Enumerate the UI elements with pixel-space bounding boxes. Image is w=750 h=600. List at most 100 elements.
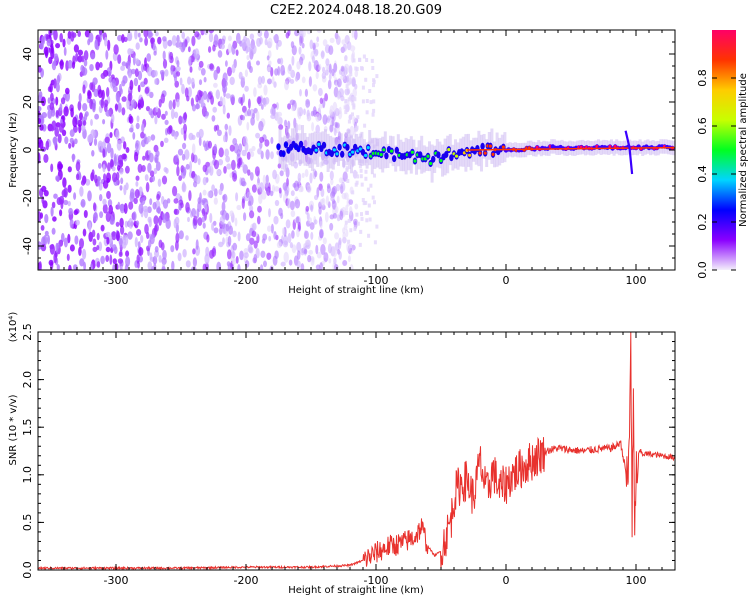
spectrogram-noise-cell <box>235 192 239 202</box>
spectrogram-noise-cell <box>121 80 126 87</box>
spectrogram-noise-cell <box>331 68 335 77</box>
spectrogram-noise-cell <box>100 72 106 79</box>
spectrogram-noise-cell <box>125 182 129 191</box>
spectrogram-noise-cell <box>158 215 163 226</box>
spectrogram-noise-cell <box>373 173 376 178</box>
spectrogram-noise-cell <box>77 100 82 111</box>
spectrogram-noise-cell <box>199 192 202 204</box>
spectrogram-noise-cell <box>50 163 54 173</box>
spectrogram-noise-cell <box>218 241 224 248</box>
spectrogram-noise-cell <box>344 220 348 225</box>
spectrogram-noise-cell <box>352 105 356 110</box>
spectrogram-noise-cell <box>117 154 124 165</box>
colorbar: 0.0 0.2 0.4 0.6 0.8 Normalized spectral ampl… <box>696 30 749 279</box>
spectrogram-noise-cell <box>372 83 375 88</box>
spectrogram-noise-cell <box>67 184 72 193</box>
spectrogram-noise-cell <box>146 135 151 143</box>
spectrogram-noise-cell <box>211 184 216 192</box>
spectrogram-noise-cell <box>102 180 109 189</box>
spectrogram-noise-cell <box>245 233 251 242</box>
spectrogram-noise-cell <box>54 127 59 137</box>
spectrogram-noise-cell <box>334 206 339 214</box>
spectrogram-noise-cell <box>88 231 93 242</box>
spectrogram-noise-cell <box>229 172 233 178</box>
spectrogram-noise-cell <box>105 109 111 117</box>
spectrogram-noise-cell <box>50 43 54 54</box>
spectrogram-noise-cell <box>96 261 101 268</box>
spectrogram-noise-cell <box>258 193 263 205</box>
spectrogram-noise-cell <box>53 30 58 41</box>
spectrogram-noise-cell <box>176 165 180 177</box>
spectrogram-noise-cell <box>260 264 264 270</box>
spectrogram-ridge-peak <box>447 148 451 152</box>
spectrogram-noise-cell <box>176 34 180 43</box>
spectrogram-noise-cell <box>364 169 368 174</box>
spectrogram-noise-cell <box>316 36 320 43</box>
spectrogram-noise-cell <box>93 202 97 212</box>
spectrogram-ridge-peak <box>478 151 482 155</box>
spectrogram-noise-cell <box>216 261 222 270</box>
spectrogram-noise-cell <box>241 115 245 121</box>
spectrogram-noise-cell <box>235 49 239 56</box>
spectrogram-noise-cell <box>41 185 47 192</box>
spectrogram-noise-cell <box>244 69 248 77</box>
spectrogram-noise-cell <box>160 93 165 104</box>
y-tick-label: 0.5 <box>21 514 34 532</box>
snr-series-line <box>38 332 675 570</box>
spectrogram-noise-cell <box>171 35 177 46</box>
spectrogram-noise-cell <box>50 206 54 217</box>
spectrogram-noise-cell <box>217 50 223 58</box>
spectrogram-noise-cell <box>361 99 365 104</box>
spectrogram-noise-cell <box>227 35 232 42</box>
spectrogram-noise-cell <box>147 162 152 173</box>
spectrogram-noise-cell <box>289 242 293 249</box>
spectrogram-noise-cell <box>268 60 272 66</box>
spectrogram-noise-cell <box>272 255 278 266</box>
spectrogram-noise-cell <box>41 112 47 119</box>
spectrogram-noise-cell <box>207 140 212 149</box>
spectrogram-noise-cell <box>117 165 121 171</box>
spectrogram-noise-cell <box>197 217 203 226</box>
spectrogram-noise-cell <box>71 153 75 163</box>
spectrogram-ridge-core <box>466 146 675 151</box>
spectrogram-noise-cell <box>308 61 312 72</box>
spectrogram-noise-cell <box>144 174 149 182</box>
spectrogram-noise-cell <box>162 36 167 42</box>
spectrogram-noise-cell <box>261 104 264 110</box>
spectrogram-noise-cell <box>256 60 260 66</box>
y-tick-label: 20 <box>21 95 34 109</box>
spectrogram-ridge-peak <box>483 151 487 155</box>
spectrogram-noise-cell <box>316 251 322 259</box>
spectrogram-noise-cell <box>318 87 323 97</box>
spectrogram-noise-cell <box>177 252 182 262</box>
spectrogram-noise-cell <box>61 232 65 243</box>
spectrogram-noise-cell <box>257 148 262 155</box>
spectrogram-noise-cell <box>147 31 154 38</box>
spectrogram-noise-cell <box>119 83 122 93</box>
spectrogram-noise-cell <box>97 175 101 187</box>
spectrogram-noise-cell <box>176 60 180 67</box>
spectrogram-noise-cell <box>310 231 314 240</box>
spectrogram-noise-cell <box>330 196 335 202</box>
spectrogram-noise-cell <box>88 221 92 233</box>
spectrogram-noise-cell <box>120 136 125 144</box>
spectrogram-ridge-peak <box>439 159 443 163</box>
spectrogram-noise-cell <box>181 31 185 39</box>
spectrogram-noise-cell <box>135 122 140 130</box>
spectrogram-noise-cell <box>268 235 272 242</box>
spectrogram-noise-cell <box>155 150 160 158</box>
spectrogram-noise-cell <box>73 138 78 145</box>
spectrogram-noise-cell <box>304 230 309 239</box>
spectrogram-noise-cell <box>64 136 69 145</box>
spectrogram-noise-cell <box>275 42 279 51</box>
spectrogram-noise-cell <box>266 187 270 194</box>
spectrogram-noise-cell <box>231 250 236 259</box>
spectrogram-noise-cell <box>246 54 250 61</box>
spectrogram-noise-cell <box>146 53 151 62</box>
spectrogram-ridge-body <box>431 155 436 163</box>
spectrogram-noise-cell <box>274 186 280 192</box>
spectrogram-noise-cell <box>187 76 192 85</box>
spectrogram-noise-cell <box>247 200 252 207</box>
spectrogram-noise-cell <box>78 93 82 103</box>
spectrogram-noise-cell <box>153 50 157 56</box>
